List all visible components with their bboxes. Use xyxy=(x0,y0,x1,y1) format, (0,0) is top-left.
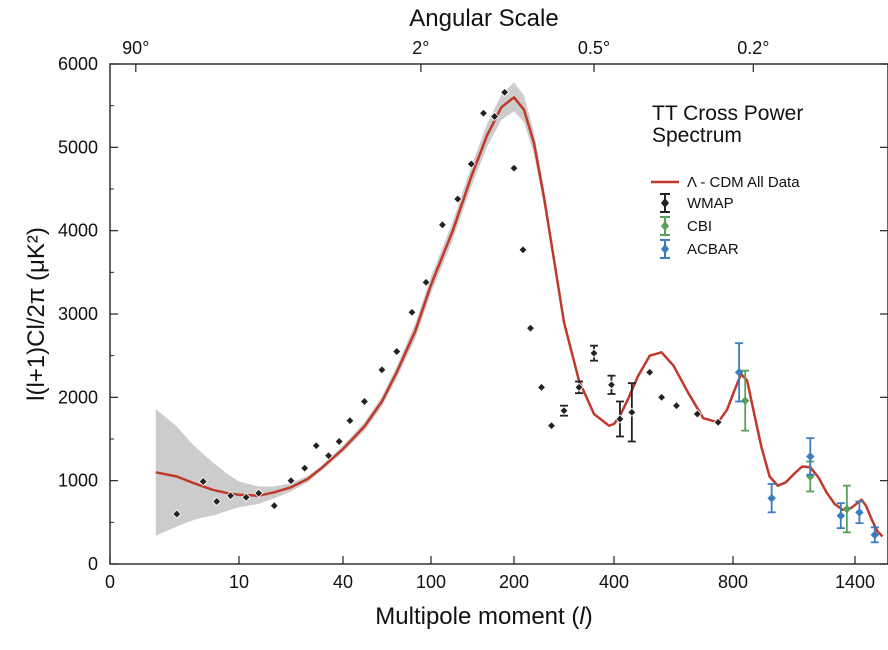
x-tick-label: 200 xyxy=(499,572,529,592)
series-wmap xyxy=(172,87,723,519)
legend-title-line-2: Spectrum xyxy=(652,124,742,147)
y-axis-title: l(l+1)Cl/2π (μK²) xyxy=(23,227,50,401)
series-cbi xyxy=(740,369,852,534)
wmap-point xyxy=(172,509,182,519)
wmap-point xyxy=(300,463,310,473)
axes-layer: 0 1000 2000 3000 4000 5000 6000 0 10 40 100 200 400 8… xyxy=(58,38,888,592)
acbar-point xyxy=(734,342,744,403)
wmap-point xyxy=(241,492,251,502)
acbar-point xyxy=(805,437,815,476)
cbi-point xyxy=(740,369,750,432)
wmap-point xyxy=(254,488,264,498)
legend-wmap-marker xyxy=(660,193,670,213)
acbar-point xyxy=(870,526,880,544)
legend: TT Cross Power Spectrum Λ - CDM All Data… xyxy=(651,102,803,259)
y-tick-label: 5000 xyxy=(58,137,98,157)
legend-title-line-1: TT Cross Power xyxy=(652,102,803,125)
wmap-point xyxy=(489,111,500,122)
wmap-point xyxy=(500,87,510,97)
wmap-point xyxy=(645,367,655,377)
wmap-point xyxy=(478,108,489,118)
x-tick-label: 1400 xyxy=(835,572,875,592)
wmap-point xyxy=(286,476,296,486)
wmap-point xyxy=(518,245,528,255)
wmap-point xyxy=(627,382,637,443)
wmap-point xyxy=(546,421,557,431)
legend-cbi-marker xyxy=(660,216,670,236)
wmap-point xyxy=(692,409,702,419)
wmap-point xyxy=(392,346,402,357)
legend-acbar-label: ACBAR xyxy=(687,241,739,258)
wmap-point xyxy=(311,441,321,451)
wmap-point xyxy=(269,501,279,511)
wmap-point xyxy=(453,194,463,204)
legend-acbar-marker xyxy=(660,239,670,259)
legend-cbi-label: CBI xyxy=(687,218,712,235)
x-tick-label: 0 xyxy=(105,572,115,592)
cbi-point xyxy=(842,484,852,534)
wmap-point xyxy=(198,476,208,487)
top-axis-title: Angular Scale xyxy=(409,5,558,32)
wmap-point xyxy=(407,307,417,317)
x-tick-label: 400 xyxy=(599,572,629,592)
x-tick-label: 100 xyxy=(416,572,446,592)
wmap-point xyxy=(437,220,447,230)
wmap-point xyxy=(334,436,344,447)
wmap-point xyxy=(212,496,222,507)
confidence-band xyxy=(155,82,565,536)
wmap-point xyxy=(606,374,617,395)
wmap-point xyxy=(359,396,369,407)
wmap-point xyxy=(421,277,431,287)
y-tick-label: 2000 xyxy=(58,387,98,407)
model-curve-layer xyxy=(155,96,884,538)
legend-wmap-label: WMAP xyxy=(687,195,734,212)
wmap-point xyxy=(377,365,387,375)
legend-model-label: Λ - CDM All Data xyxy=(687,174,800,191)
acbar-point xyxy=(855,500,864,525)
wmap-point xyxy=(466,159,476,169)
wmap-point xyxy=(713,417,723,427)
y-tick-label: 4000 xyxy=(58,221,98,241)
wmap-point xyxy=(226,491,236,501)
wmap-point xyxy=(589,344,599,362)
top-tick-label: 2° xyxy=(412,38,429,58)
wmap-point xyxy=(536,382,547,392)
wmap-point xyxy=(657,392,667,402)
wmap-point xyxy=(559,404,569,417)
acbar-point xyxy=(767,483,776,514)
top-tick-label: 90° xyxy=(122,38,149,58)
wmap-point xyxy=(615,400,625,438)
x-tick-label: 40 xyxy=(333,572,353,592)
top-tick-label: 0.5° xyxy=(578,38,610,58)
wmap-point xyxy=(509,163,519,173)
wmap-point xyxy=(525,323,536,333)
wmap-point xyxy=(671,401,682,411)
data-points-layer xyxy=(172,87,880,544)
top-tick-label: 0.2° xyxy=(737,38,769,58)
x-tick-label: 800 xyxy=(718,572,748,592)
wmap-point xyxy=(324,451,334,461)
confidence-band-layer xyxy=(155,82,565,536)
wmap-point xyxy=(574,380,584,395)
y-tick-label: 3000 xyxy=(58,304,98,324)
acbar-point xyxy=(836,502,846,530)
series-acbar xyxy=(734,342,880,544)
lambda-cdm-curve xyxy=(155,96,884,538)
y-tick-label: 6000 xyxy=(58,54,98,74)
y-tick-label: 1000 xyxy=(58,471,98,491)
y-tick-label: 0 xyxy=(88,554,98,574)
x-tick-label: 10 xyxy=(229,572,249,592)
x-axis-title: Multipole moment (l) xyxy=(375,603,592,630)
wmap-point xyxy=(345,416,355,426)
